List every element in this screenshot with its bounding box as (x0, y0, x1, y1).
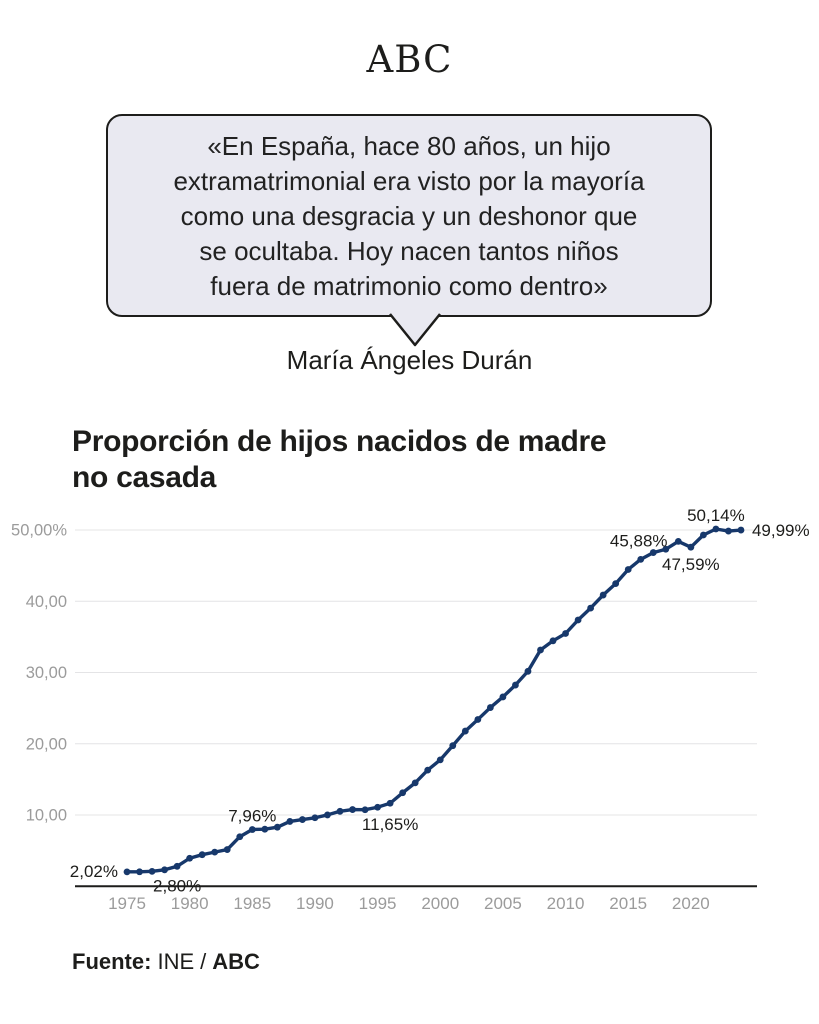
speech-tail-icon (389, 313, 441, 347)
data-point (374, 803, 381, 811)
data-point (562, 630, 569, 637)
data-point (236, 833, 244, 841)
data-point (261, 825, 269, 833)
data-label: 49,99% (752, 521, 810, 540)
data-point (461, 727, 469, 735)
data-point (286, 818, 294, 825)
data-point (361, 806, 369, 814)
y-tick-label: 50,00% (11, 522, 67, 540)
data-point (211, 848, 219, 856)
data-label: 7,96% (228, 807, 276, 826)
data-point (173, 862, 181, 870)
data-point (674, 538, 682, 545)
data-point (399, 789, 407, 797)
data-point (424, 766, 432, 774)
data-point (512, 681, 519, 689)
data-label: 50,14% (687, 506, 745, 525)
data-point (524, 667, 532, 675)
data-point (649, 549, 657, 556)
data-point (186, 854, 194, 862)
data-point (474, 716, 482, 723)
y-tick-label: 20,00 (26, 735, 67, 753)
x-tick-label: 2015 (609, 894, 647, 913)
line-chart: 10,00 20,00 30,00 40,00 50,00% 1975 1980 1985 19… (11, 506, 810, 913)
data-point (449, 742, 457, 750)
x-tick-label: 2020 (672, 894, 710, 913)
data-point (324, 811, 331, 819)
y-tick-label: 10,00 (26, 807, 67, 825)
data-point (662, 545, 670, 553)
data-label: 45,88% (610, 531, 668, 550)
y-tick-label: 30,00 (26, 664, 67, 682)
data-point (574, 616, 582, 624)
data-point (737, 526, 745, 534)
source-name: INE (157, 949, 195, 974)
x-tick-label: 1985 (233, 894, 271, 913)
data-point (436, 756, 444, 764)
data-point (599, 591, 607, 599)
data-point (386, 799, 394, 807)
x-tick-label: 2000 (421, 894, 459, 913)
data-point (336, 807, 344, 815)
data-point (549, 637, 557, 645)
chart-title: Proporción de hijos nacidos de madre no … (72, 425, 607, 495)
data-point (161, 866, 168, 874)
data-label: 11,65% (362, 815, 418, 834)
data-point (699, 531, 707, 539)
data-point (637, 555, 645, 563)
data-point (687, 543, 695, 551)
data-point (725, 527, 732, 535)
x-tick-label: 2010 (547, 894, 585, 913)
data-point (198, 851, 206, 859)
data-point (499, 693, 507, 701)
y-tick-label: 40,00 (26, 593, 67, 611)
data-point (587, 604, 595, 612)
x-tick-label: 1995 (359, 894, 397, 913)
source-separator: / (200, 949, 207, 974)
data-point (273, 823, 281, 831)
data-label: 2,80% (153, 876, 201, 895)
data-point (624, 566, 632, 573)
data-point (311, 814, 319, 822)
data-point (223, 846, 231, 853)
quote-text: «En España, hace 80 años, un hijo extram… (173, 131, 645, 301)
data-point (712, 525, 720, 533)
data-point (537, 646, 544, 654)
abc-logo: ABC (366, 38, 453, 81)
data-point (411, 779, 419, 787)
data-point (612, 580, 620, 588)
x-tick-label: 2005 (484, 894, 522, 913)
source-prefix: Fuente: (72, 949, 152, 974)
data-point (299, 816, 306, 823)
source-line: Fuente: INE / ABC (72, 948, 266, 976)
x-tick-label: 1975 (108, 894, 146, 913)
x-tick-label: 1990 (296, 894, 334, 913)
x-tick-label: 1980 (171, 894, 209, 913)
data-point (486, 704, 494, 711)
quote-bubble: «En España, hace 80 años, un hijo extram… (106, 114, 712, 347)
quote-attribution: María Ángeles Durán (286, 345, 533, 375)
data-label: 47,59% (662, 555, 720, 574)
trend-line (125, 527, 743, 874)
data-point (349, 806, 356, 813)
data-label: 2,02% (70, 862, 118, 881)
data-point (136, 868, 143, 876)
data-point (148, 867, 156, 875)
data-point (248, 826, 256, 833)
data-point (123, 868, 131, 876)
source-brand: ABC (212, 949, 260, 974)
